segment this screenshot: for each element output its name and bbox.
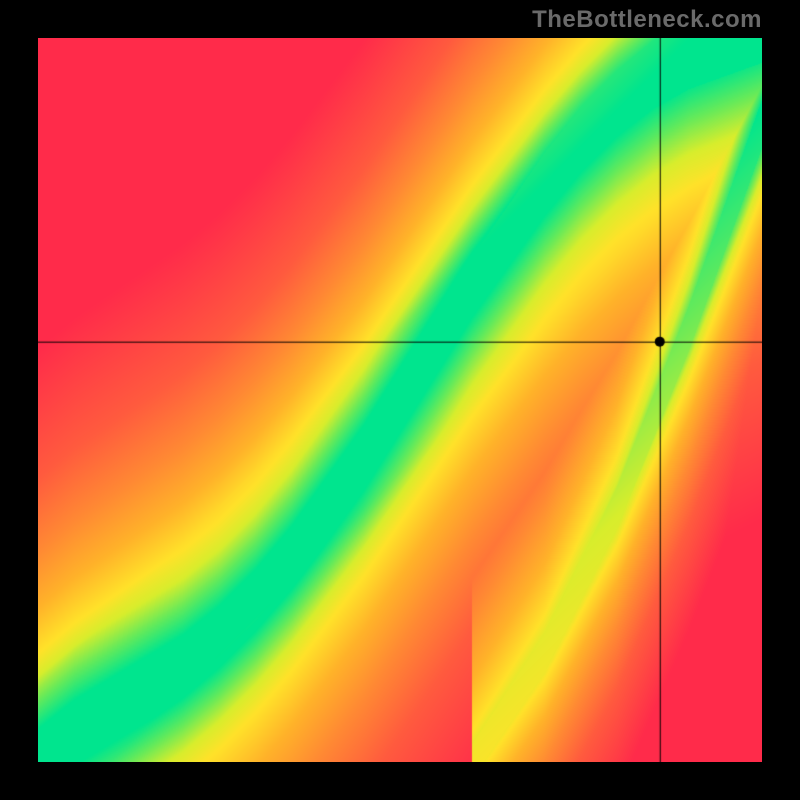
heatmap-canvas bbox=[38, 38, 762, 762]
watermark-text: TheBottleneck.com bbox=[532, 6, 762, 34]
chart-container: TheBottleneck.com bbox=[0, 0, 800, 800]
plot-area bbox=[38, 38, 762, 762]
